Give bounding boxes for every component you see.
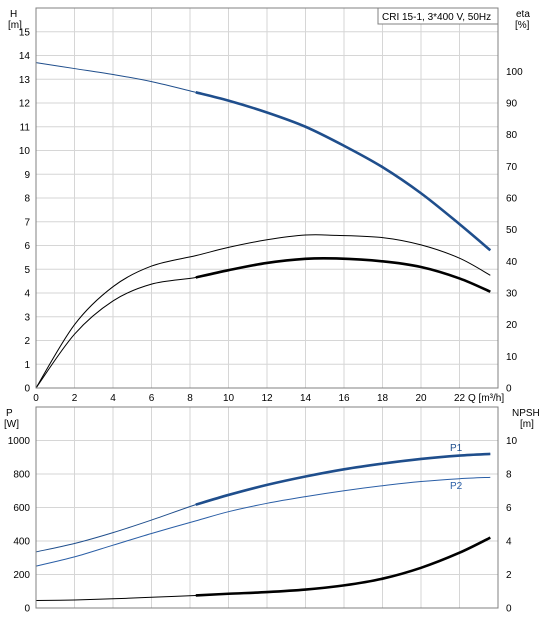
y-right-tick-label: 0 — [506, 384, 512, 395]
y-left-tick-label: 200 — [13, 570, 30, 581]
series-label-p2: P2 — [450, 481, 463, 492]
y-right-tick-label: 90 — [506, 99, 518, 110]
y-left-tick-label: 1000 — [8, 436, 31, 447]
y-right-tick-label: 4 — [506, 537, 512, 548]
y-left-tick-label: 11 — [20, 122, 31, 133]
y-left-tick-label: 15 — [19, 27, 31, 38]
y-right-tick-label: 80 — [506, 130, 518, 141]
series-line-bold-1-2 — [195, 536, 491, 597]
top-plot-frame — [35, 7, 499, 389]
top-left-axis-unit: [m] — [8, 20, 22, 31]
x-tick-label: 22 — [454, 393, 466, 404]
series-line-bold-0-2 — [195, 256, 491, 293]
y-right-tick-label: 40 — [506, 257, 518, 268]
x-tick-label: 12 — [261, 393, 273, 404]
y-right-tick-label: 0 — [506, 604, 512, 615]
x-tick-label: 20 — [415, 393, 427, 404]
series-line-0-1 — [35, 234, 491, 389]
y-left-tick-label: 7 — [24, 217, 30, 228]
x-tick-label: 8 — [187, 393, 193, 404]
bottom-right-axis-unit: [m] — [520, 419, 534, 430]
top-left-axis-label: H — [10, 9, 17, 20]
y-left-tick-label: 600 — [13, 503, 30, 514]
series-layer — [35, 62, 492, 601]
y-left-tick-label: 800 — [13, 470, 30, 481]
y-left-tick-label: 0 — [24, 604, 30, 615]
plot-frames — [35, 7, 499, 609]
y-right-tick-label: 2 — [506, 570, 512, 581]
x-tick-label: 18 — [377, 393, 389, 404]
axis-labels: H [m] eta [%] Q [m³/h] P [W] NPSH [m] P1… — [4, 9, 540, 615]
y-right-tick-label: 10 — [506, 436, 518, 447]
y-left-tick-label: 2 — [24, 336, 30, 347]
y-right-tick-label: 8 — [506, 470, 512, 481]
bottom-plot-frame — [35, 406, 499, 609]
x-tick-label: 2 — [72, 393, 78, 404]
x-tick-label: 0 — [33, 393, 39, 404]
y-left-tick-label: 14 — [19, 51, 31, 62]
top-right-axis-unit: [%] — [515, 20, 530, 31]
x-tick-label: 14 — [300, 393, 312, 404]
y-left-tick-label: 8 — [24, 194, 30, 205]
bottom-right-axis-label: NPSH — [512, 408, 540, 419]
y-left-tick-label: 6 — [24, 241, 30, 252]
top-right-axis-label: eta — [516, 9, 530, 20]
y-right-tick-label: 10 — [506, 352, 518, 363]
y-left-tick-label: 5 — [24, 265, 30, 276]
x-axis-label: Q [m³/h] — [468, 393, 504, 404]
bottom-left-axis-label: P — [6, 408, 13, 419]
legend-box: CRI 15-1, 3*400 V, 50Hz — [377, 7, 499, 25]
series-line-bold-0-0 — [195, 91, 492, 252]
y-left-tick-label: 13 — [19, 75, 31, 86]
y-right-tick-label: 100 — [506, 67, 523, 78]
y-left-tick-label: 4 — [24, 289, 30, 300]
x-tick-label: 6 — [149, 393, 155, 404]
y-left-tick-label: 9 — [24, 170, 30, 181]
y-left-tick-label: 12 — [19, 99, 31, 110]
bottom-left-axis-unit: [W] — [4, 419, 19, 430]
y-right-tick-label: 50 — [506, 225, 518, 236]
series-label-p1: P1 — [450, 443, 463, 454]
y-right-tick-label: 30 — [506, 289, 518, 300]
y-left-tick-label: 400 — [13, 537, 30, 548]
x-tick-label: 4 — [110, 393, 116, 404]
series-line-bold-1-0 — [195, 452, 491, 506]
legend-box-text: CRI 15-1, 3*400 V, 50Hz — [382, 12, 491, 23]
x-tick-label: 10 — [223, 393, 235, 404]
y-left-tick-label: 10 — [19, 146, 31, 157]
y-left-tick-label: 3 — [24, 312, 30, 323]
grid-lines — [36, 8, 498, 608]
y-right-tick-label: 20 — [506, 320, 518, 331]
x-tick-label: 16 — [338, 393, 350, 404]
y-left-tick-label: 0 — [24, 384, 30, 395]
y-right-tick-label: 70 — [506, 162, 518, 173]
series-line-1-1 — [35, 476, 491, 567]
y-left-tick-label: 1 — [24, 360, 30, 371]
y-right-tick-label: 6 — [506, 503, 512, 514]
y-right-tick-label: 60 — [506, 194, 518, 205]
